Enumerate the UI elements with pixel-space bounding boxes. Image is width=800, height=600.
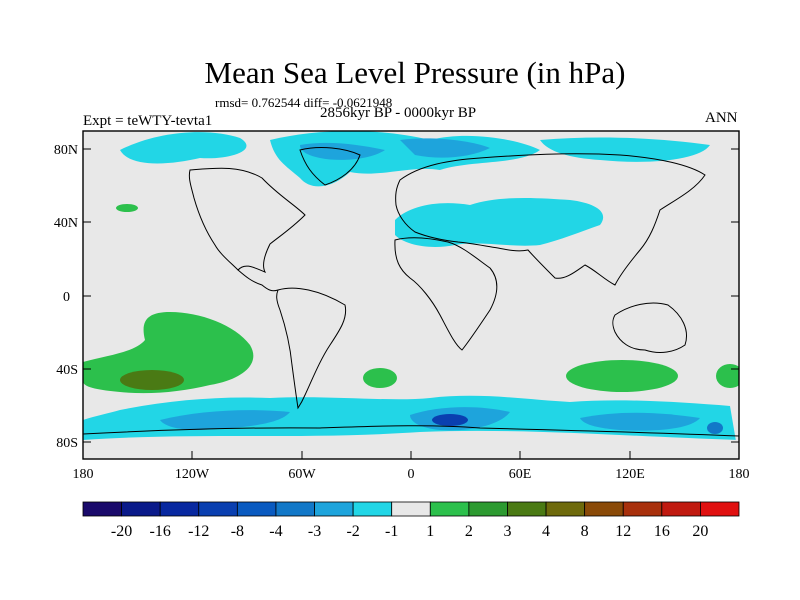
colorbar-box [275,501,315,517]
colorbar-box [198,501,238,517]
map-plot-area [83,131,739,459]
colorbar-label: -3 [308,523,321,540]
lat-label: 80S [56,436,78,451]
southern-ocean-core-2 [707,422,723,434]
lon-label: 60W [288,467,316,482]
lat-tick-marks [83,148,739,443]
southern-ocean-inner-3 [580,412,700,431]
africa-coast [394,237,498,351]
lat-label: 40S [56,363,78,378]
south-atlantic-positive [363,368,397,388]
period-label: 2856kyr BP - 0000kyr BP [320,105,477,121]
colorbar-label: 8 [581,523,589,540]
lon-tick-labels: 180 120W 60W 0 60E 120E 180 [73,467,750,482]
colorbar-box [661,501,701,517]
east-pacific-positive [716,364,739,388]
colorbar-box [391,501,431,517]
colorbar-labels: -20 -16 -12 -8 -4 -3 -2 -1 1 2 3 4 8 12 16 20 [111,523,708,540]
lat-tick-labels: 80N 40N 0 40S 80S [54,143,78,451]
lat-label: 80N [54,143,78,158]
colorbar-label: -4 [269,523,282,540]
greenland-coast [299,147,361,186]
central-america-coast [237,269,279,292]
stats-line: rmsd= 0.762544 diff= -0.0621948 [215,95,393,110]
southern-ocean-inner-1 [160,410,290,430]
south-america-coast [276,287,347,410]
lon-label: 120W [175,467,210,482]
experiment-label: Expt = teWTY-tevta1 [83,113,213,129]
north-america-coast [188,167,306,273]
colorbar-label: 12 [615,523,631,540]
lon-label: 0 [408,467,415,482]
lon-label: 60E [509,467,532,482]
colorbar-box [121,501,161,517]
colorbar-label: -2 [346,523,359,540]
colorbar-box [507,501,547,517]
colorbar-box [468,501,508,517]
lon-label: 120E [615,467,645,482]
southern-ocean-core [432,414,468,426]
colorbar-label: -12 [188,523,209,540]
colorbar-label: 16 [654,523,670,540]
colorbar-box [429,501,470,517]
colorbar-box [236,501,277,517]
lat-label: 0 [63,290,70,305]
colorbar-label: 4 [542,523,550,540]
colorbar-label: -8 [231,523,244,540]
season-label: ANN [705,110,738,126]
eurasia-anomaly-region [395,197,604,247]
north-pacific-positive [116,204,138,212]
colorbar-box [352,501,393,517]
map-title: Mean Sea Level Pressure (in hPa) [204,55,626,90]
lon-tick-marks [82,451,740,459]
colorbar-box [159,501,200,517]
colorbar-label: 1 [426,523,434,540]
antarctica-coast [83,425,739,437]
colorbar-box [584,501,624,517]
south-pacific-positive [83,312,254,394]
colorbar-box [622,501,663,517]
australia-coast [612,302,687,353]
south-pacific-core [120,370,184,390]
colorbar-label: -1 [385,523,398,540]
lon-label: 180 [73,467,94,482]
colorbar-box [700,501,740,517]
colorbar-label: -20 [111,523,132,540]
lon-label: 180 [729,467,750,482]
lat-label: 40N [54,216,78,231]
colorbar [82,501,740,517]
barents-inner-anomaly [400,138,490,158]
indian-ocean-positive [566,360,678,392]
colorbar-label: -16 [150,523,171,540]
colorbar-label: 20 [692,523,708,540]
coastlines [83,147,739,437]
colorbar-box [314,501,354,517]
arctic-anomaly-region [120,132,247,164]
colorbar-box [82,501,122,517]
colorbar-label: 3 [503,523,511,540]
colorbar-box [545,501,586,517]
eurasia-coast [395,153,706,286]
siberia-anomaly-region [540,137,710,162]
antarctic-neutral-band [83,430,739,459]
colorbar-label: 2 [465,523,473,540]
